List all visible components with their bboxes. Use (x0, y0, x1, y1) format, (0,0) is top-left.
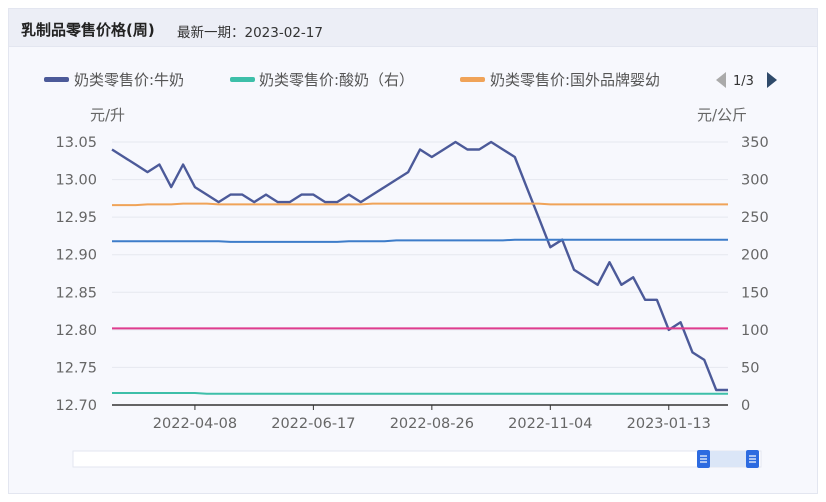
latest-period-label: 最新一期：2023-02-17 (177, 25, 323, 41)
x-tick-label: 2022-08-26 (390, 416, 474, 432)
zoom-handle-right[interactable] (746, 450, 759, 468)
right-tick-label: 350 (741, 135, 769, 151)
right-tick-label: 250 (741, 210, 769, 226)
left-tick-label: 12.85 (55, 285, 97, 301)
x-tick-label: 2022-11-04 (508, 416, 592, 432)
series-line-3 (112, 238, 728, 243)
series-line-2 (112, 202, 728, 207)
x-axis-ticks: 2022-04-08 2022-06-17 2022-08-26 2022-11-04… (153, 405, 711, 432)
legend-item-yogurt[interactable]: 奶类零售价:酸奶（右） (230, 71, 414, 89)
legend-fade (690, 66, 710, 92)
legend-label-milk: 奶类零售价:牛奶 (74, 71, 184, 89)
legend-swatch-infant-formula (460, 77, 485, 82)
legend-swatch-yogurt (230, 77, 255, 82)
legend-prev-icon[interactable] (716, 72, 726, 88)
right-tick-label: 300 (741, 173, 769, 189)
right-tick-label: 150 (741, 285, 769, 301)
legend-swatch-milk (44, 77, 69, 82)
left-tick-label: 12.70 (55, 398, 97, 414)
legend-page-indicator: 1/3 (733, 74, 754, 89)
left-axis-ticks: 13.05 13.00 12.95 12.90 12.85 12.80 12.75 12.70 (55, 135, 97, 414)
zoom-handle-left[interactable] (697, 450, 710, 468)
left-tick-label: 12.75 (55, 360, 97, 376)
left-tick-label: 12.90 (55, 248, 97, 264)
legend-item-milk[interactable]: 奶类零售价:牛奶 (44, 71, 184, 89)
left-tick-label: 12.80 (55, 323, 97, 339)
right-tick-label: 0 (741, 398, 750, 414)
x-tick-label: 2022-04-08 (153, 416, 237, 432)
legend: 奶类零售价:牛奶 奶类零售价:酸奶（右） 奶类零售价:国外品牌婴幼 1/3 (44, 66, 777, 92)
legend-label-yogurt: 奶类零售价:酸奶（右） (259, 71, 414, 89)
left-tick-label: 12.95 (55, 210, 97, 226)
zoom-slider[interactable] (72, 450, 762, 468)
right-axis-ticks: 350 300 250 200 150 100 50 0 (741, 135, 769, 414)
panel-header: 乳制品零售价格(周) 最新一期：2023-02-17 (9, 9, 817, 47)
right-tick-label: 50 (741, 360, 759, 376)
left-tick-label: 13.05 (55, 135, 97, 151)
zoom-slider-selection[interactable] (703, 451, 753, 467)
series-line-0 (111, 140, 728, 392)
legend-label-infant-formula: 奶类零售价:国外品牌婴幼 (490, 71, 660, 89)
grid-lines (112, 141, 728, 406)
series-lines (111, 140, 728, 395)
left-tick-label: 13.00 (55, 173, 97, 189)
series-line-1 (112, 392, 728, 395)
left-axis-unit: 元/升 (90, 106, 125, 124)
x-tick-label: 2022-06-17 (271, 416, 355, 432)
zoom-slider-track (72, 450, 762, 468)
chart-panel: 乳制品零售价格(周) 最新一期：2023-02-17 (8, 8, 818, 494)
legend-next-icon[interactable] (767, 72, 777, 88)
chart-title: 乳制品零售价格(周) (21, 21, 155, 39)
right-axis-unit: 元/公斤 (697, 106, 747, 124)
right-tick-label: 100 (741, 323, 769, 339)
right-tick-label: 200 (741, 248, 769, 264)
x-tick-label: 2023-01-13 (627, 416, 711, 432)
legend-item-infant-formula[interactable]: 奶类零售价:国外品牌婴幼 (460, 71, 660, 89)
